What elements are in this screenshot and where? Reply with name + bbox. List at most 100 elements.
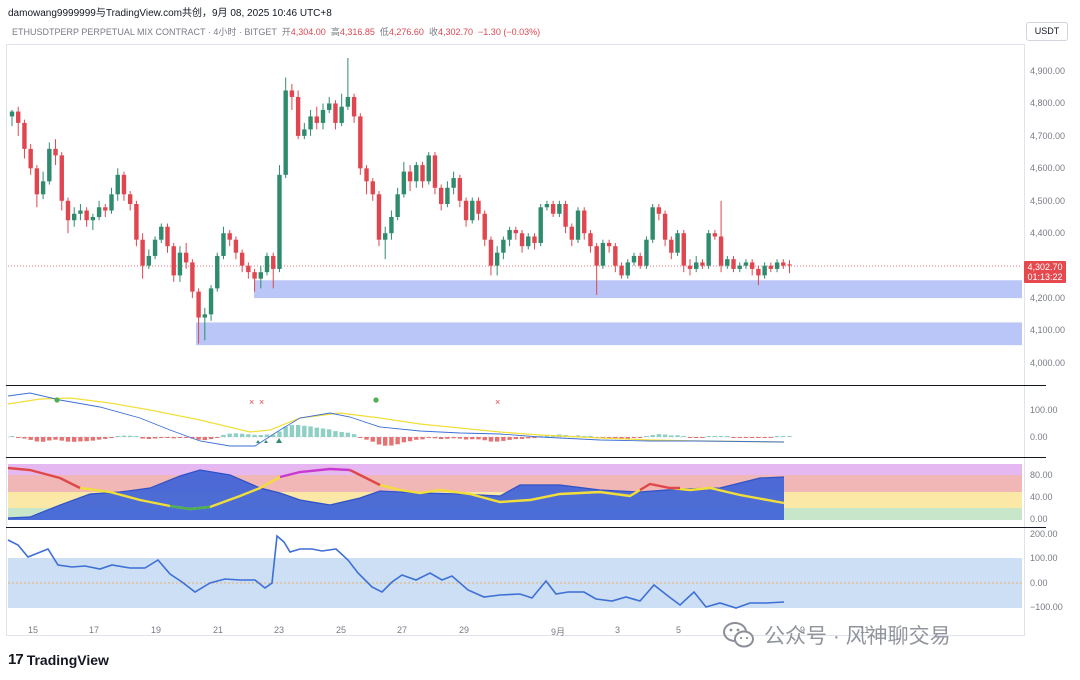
histogram-bar [84, 437, 89, 442]
candle-body [53, 148, 58, 156]
price-axis-label: 4,100.00 [1030, 325, 1066, 335]
symbol-name[interactable]: ETHUSDTPERP PERPETUAL MIX CONTRACT · 4小时… [12, 27, 277, 37]
candle-body [420, 165, 425, 182]
histogram-bar [638, 437, 643, 438]
candle-body [59, 155, 64, 201]
candle-body [389, 217, 394, 234]
candle [600, 239, 606, 269]
histogram-bar [749, 437, 755, 438]
histogram-bar [532, 437, 537, 439]
candle-body [501, 239, 506, 253]
histogram-bar [252, 434, 257, 437]
candle [631, 252, 637, 266]
histogram-bar [494, 437, 500, 442]
candle [327, 96, 332, 114]
histogram-bar [358, 437, 363, 438]
histogram-bar [669, 435, 674, 437]
histogram-bar [339, 432, 344, 437]
indicator-pane-3 [7, 464, 1022, 520]
candle-body [787, 264, 792, 266]
candle [289, 83, 295, 110]
sell-marker: × [259, 397, 264, 407]
candle [90, 213, 96, 230]
histogram-bar [72, 437, 77, 442]
candle-body [72, 213, 77, 221]
candle [277, 165, 282, 273]
candle [432, 152, 438, 195]
last-price-value: 4,302.70 [1027, 262, 1063, 272]
last-price-tag: 4,302.70 01:13:22 [1024, 261, 1066, 283]
candle-body [264, 255, 270, 273]
histogram-bar [314, 427, 319, 437]
candle-body [289, 90, 295, 97]
candle [16, 106, 21, 136]
candle [662, 210, 668, 247]
candle [606, 239, 612, 253]
indicator-pane-2: × × × [7, 392, 792, 447]
candle [246, 262, 251, 279]
candle [233, 236, 239, 260]
candle [65, 197, 71, 234]
candle [445, 181, 450, 208]
histogram-bar [544, 435, 550, 437]
histogram-bar [47, 437, 52, 441]
price-axis-label: 4,200.00 [1030, 293, 1066, 303]
candle [532, 233, 537, 250]
histogram-bar [159, 437, 164, 438]
histogram-bar [221, 434, 226, 437]
histogram-bar [451, 437, 456, 439]
candle-body [383, 233, 388, 240]
candle-body [308, 116, 313, 130]
candle-body [345, 96, 351, 107]
candle [768, 262, 774, 273]
candle [115, 168, 120, 201]
histogram-bar [420, 437, 425, 440]
pane4-axis-label: −100.00 [1030, 602, 1063, 612]
candle-body [426, 155, 431, 182]
time-axis-label: 15 [28, 625, 39, 635]
candle [152, 236, 158, 260]
time-axis-label: 9 [800, 625, 806, 635]
low-label: 低 [379, 27, 389, 37]
currency-button[interactable]: USDT [1026, 22, 1068, 41]
candle-body [613, 246, 618, 266]
histogram-bar [526, 437, 531, 439]
symbol-bar: ETHUSDTPERP PERPETUAL MIX CONTRACT · 4小时… [12, 25, 540, 38]
histogram-bar [675, 435, 680, 437]
candle [333, 100, 338, 130]
candle-body [557, 204, 562, 214]
histogram-bar [432, 437, 438, 439]
candle [171, 242, 176, 282]
histogram-bar [463, 437, 469, 440]
candle [96, 200, 102, 221]
histogram-bar [656, 434, 662, 437]
candle-body [482, 213, 487, 240]
candle [339, 93, 344, 127]
candle [271, 252, 276, 289]
pane2-axis-label: 100.00 [1030, 405, 1058, 415]
histogram-bar [513, 437, 519, 440]
candle [712, 229, 718, 240]
candle [47, 142, 52, 185]
pane-separator [6, 527, 1046, 528]
candle-body [227, 233, 232, 240]
histogram-bar [327, 429, 332, 437]
candle-body [115, 174, 120, 195]
candle-body [90, 217, 96, 221]
candle-body [681, 233, 686, 266]
candle [538, 204, 543, 247]
pane-separator [6, 385, 1046, 386]
histogram-bar [16, 437, 21, 438]
histogram-bar [743, 437, 749, 438]
candle-body [152, 239, 158, 256]
indicator-pane-4 [7, 534, 1022, 609]
candle-body [451, 178, 456, 188]
histogram-bar [196, 437, 201, 440]
tradingview-logo[interactable]: 17 TradingView [8, 651, 109, 668]
histogram-bar [414, 437, 419, 440]
candle [9, 109, 15, 127]
candle-body [563, 204, 568, 227]
histogram-bar [706, 436, 711, 437]
candle [725, 255, 730, 269]
